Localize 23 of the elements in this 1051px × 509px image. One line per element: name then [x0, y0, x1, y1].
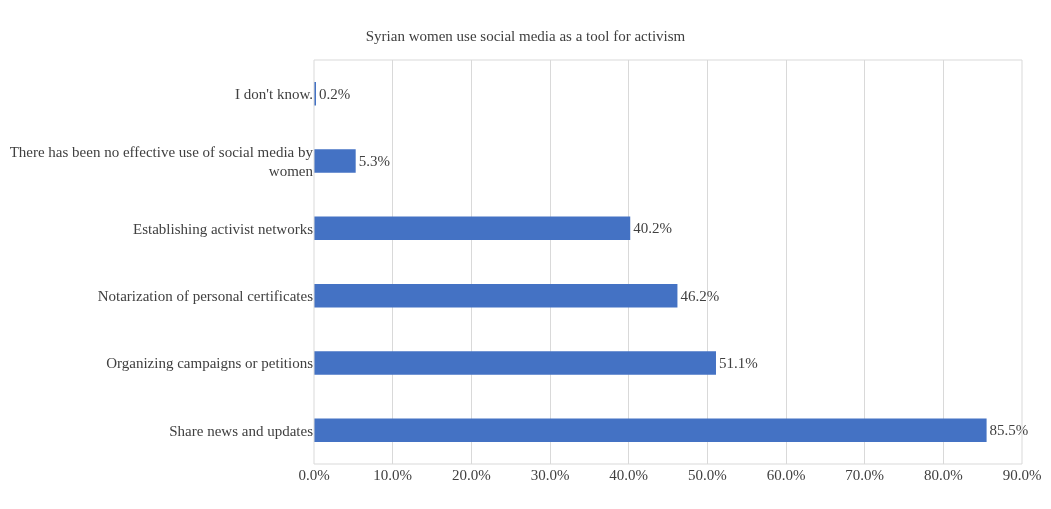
x-tick-label: 70.0% — [845, 467, 885, 483]
data-label: 40.2% — [633, 220, 672, 237]
y-tick-label: I don't know. — [235, 85, 313, 102]
x-tick-label: 50.0% — [687, 467, 727, 483]
x-tick-label: 10.0% — [373, 467, 413, 483]
x-tick-label: 40.0% — [609, 467, 649, 483]
x-tick-label: 90.0% — [1002, 467, 1042, 483]
y-tick-label: Share news and updates — [169, 422, 314, 439]
y-tick-label: Organizing campaigns or petitions — [106, 355, 314, 372]
y-tick-label: Establishing activist networks — [133, 220, 314, 237]
x-tick-label: 80.0% — [923, 467, 963, 483]
data-label: 5.3% — [358, 153, 390, 169]
x-tick-label: 0.0% — [298, 467, 330, 483]
y-tick-label: There has been no effective use of social media by women — [9, 143, 314, 179]
x-tick-label: 30.0% — [530, 467, 570, 483]
x-tick-label: 60.0% — [766, 467, 806, 483]
data-label: 46.2% — [680, 287, 720, 304]
chart-title: Syrian women use social media as a tool for activism — [365, 28, 686, 45]
y-tick-label: Notarization of personal certificates — [97, 287, 314, 304]
data-label: 51.1% — [718, 355, 758, 371]
data-label: 0.2% — [319, 85, 351, 102]
data-label: 85.5% — [989, 422, 1029, 439]
x-tick-label: 20.0% — [451, 467, 491, 483]
